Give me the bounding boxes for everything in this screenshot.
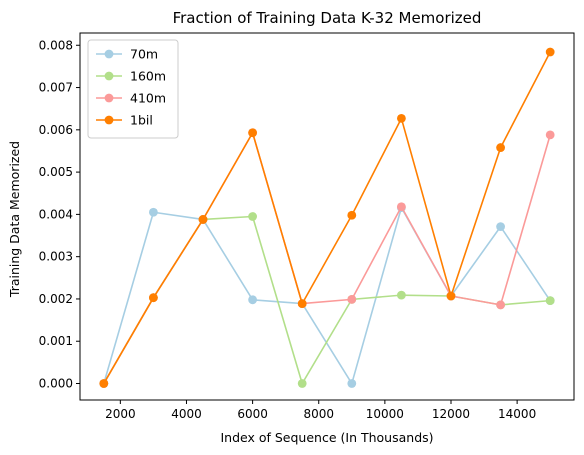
series-line-1bil xyxy=(103,51,551,384)
data-point-1bil xyxy=(99,379,109,388)
data-point-1bil xyxy=(545,47,555,57)
data-point-70m xyxy=(347,379,357,388)
data-point-160m xyxy=(396,290,406,300)
legend-label: 160m xyxy=(130,69,166,84)
x-tick-label: 4000 xyxy=(171,407,202,421)
legend-item: 410m xyxy=(96,91,166,106)
legend-marker xyxy=(104,93,114,103)
y-axis-title: Training Data Memorized xyxy=(7,141,22,298)
y-tick-label: 0.006 xyxy=(39,123,73,137)
x-tick-label: 6000 xyxy=(237,407,268,421)
legend-item: 70m xyxy=(96,47,158,62)
x-tick-label: 10000 xyxy=(366,407,404,421)
legend-marker xyxy=(104,71,114,81)
data-point-1bil xyxy=(446,291,456,301)
legend-item: 160m xyxy=(96,69,166,84)
y-tick-label: 0.003 xyxy=(39,250,73,264)
data-point-160m xyxy=(248,212,258,221)
legend: 70m 160m 410m 1bil xyxy=(87,39,179,139)
data-point-1bil xyxy=(297,299,307,308)
y-tick-label: 0.008 xyxy=(39,38,73,52)
data-point-1bil xyxy=(347,210,357,220)
x-tick-label: 2000 xyxy=(105,407,136,421)
y-tick-label: 0.002 xyxy=(39,292,73,306)
legend-item: 1bil xyxy=(96,113,153,128)
data-point-410m xyxy=(347,294,357,304)
plot-area-frame xyxy=(79,32,575,401)
data-point-410m xyxy=(545,130,555,140)
chart-title: Fraction of Training Data K-32 Memorized xyxy=(173,9,482,27)
legend-marker xyxy=(104,49,114,59)
x-axis-title: Index of Sequence (In Thousands) xyxy=(220,430,433,445)
y-tick-label: 0.005 xyxy=(39,165,73,179)
data-point-1bil xyxy=(396,114,406,123)
data-point-160m xyxy=(545,296,555,306)
x-tick-label: 12000 xyxy=(432,407,470,421)
x-axis: 2000 4000 6000 8000 10000 12000 14000 xyxy=(105,400,536,421)
y-tick-label: 0.004 xyxy=(39,207,73,221)
data-point-70m xyxy=(149,207,158,217)
series-line-70m xyxy=(103,206,551,385)
legend-label: 410m xyxy=(130,91,166,106)
legend-label: 70m xyxy=(130,47,158,62)
x-tick-label: 14000 xyxy=(498,407,536,421)
data-point-1bil xyxy=(149,293,158,303)
legend-marker xyxy=(104,115,114,125)
y-tick-label: 0.001 xyxy=(39,334,73,348)
data-point-410m xyxy=(496,300,505,310)
data-point-70m xyxy=(496,222,505,232)
series-layer xyxy=(99,47,555,388)
y-tick-label: 0.000 xyxy=(39,377,73,391)
y-axis: 0.000 0.001 0.002 0.003 0.004 0.005 0.006 0.007… xyxy=(39,38,80,391)
series-1bil xyxy=(99,47,555,388)
data-point-410m xyxy=(396,202,406,212)
data-point-1bil xyxy=(248,128,258,138)
x-tick-label: 8000 xyxy=(303,407,334,421)
data-point-1bil xyxy=(198,215,208,224)
legend-label: 1bil xyxy=(130,113,153,128)
legend-box xyxy=(87,39,179,139)
y-tick-label: 0.007 xyxy=(39,81,73,95)
data-point-70m xyxy=(248,295,258,305)
data-point-160m xyxy=(297,379,307,388)
data-point-1bil xyxy=(496,143,505,152)
